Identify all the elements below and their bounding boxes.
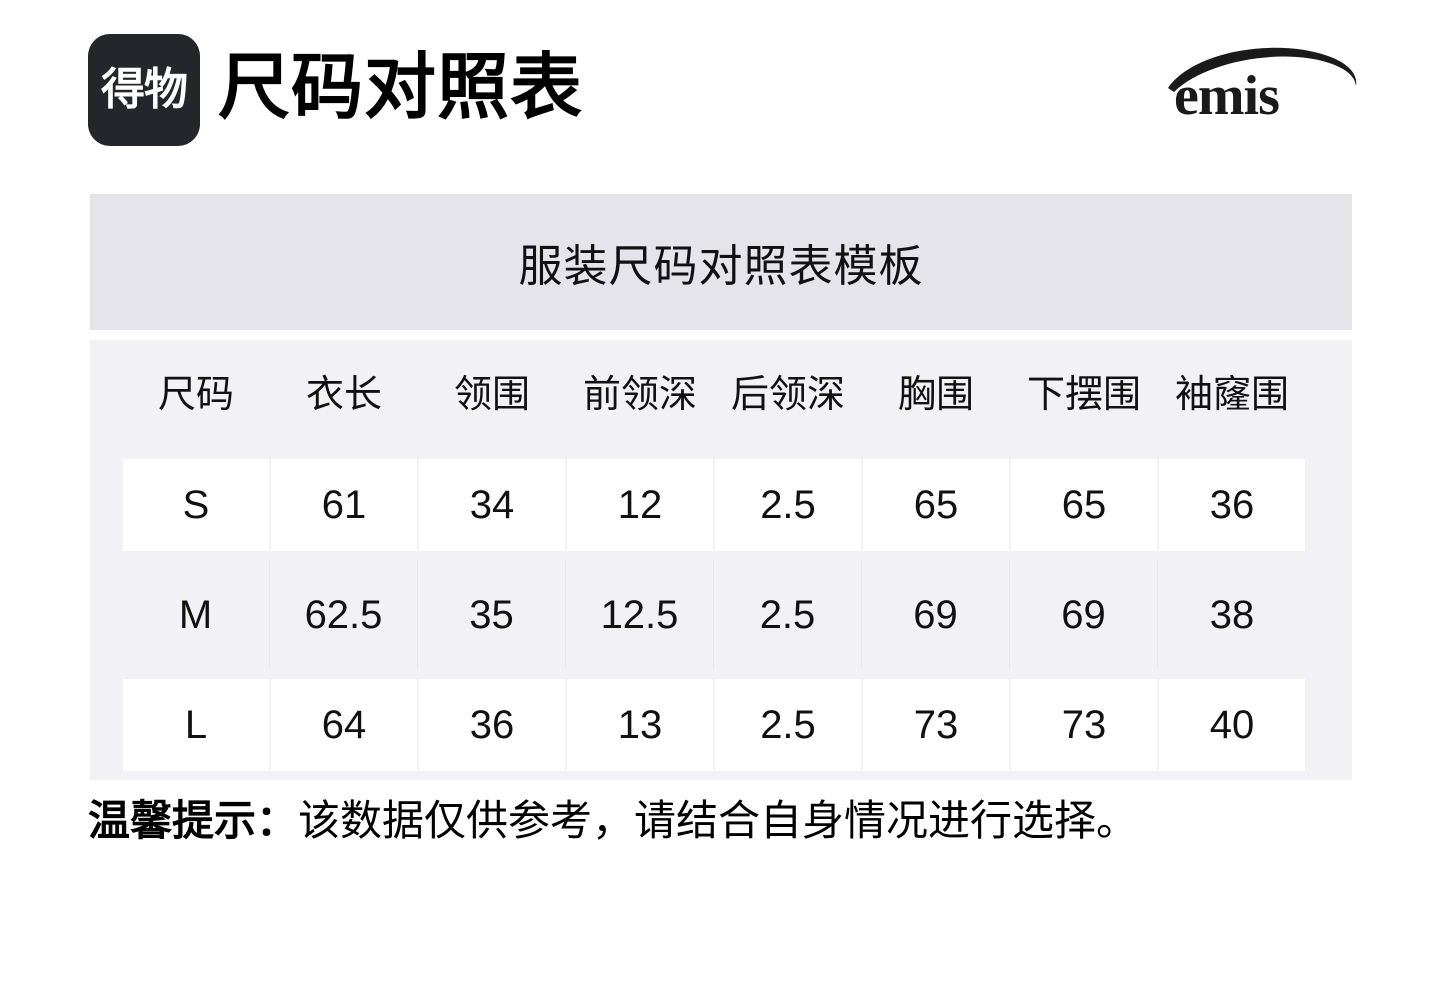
page-header: 得物 尺码对照表 emis (0, 0, 1440, 178)
column-header-back-depth: 后领深 (730, 374, 845, 416)
column-header-front-depth: 前领深 (582, 374, 697, 416)
cell-back-depth: 2.5 (715, 459, 861, 551)
cell-front-depth: 13 (567, 679, 713, 771)
cell-size: L (123, 679, 269, 771)
column-header-armhole: 袖窿围 (1174, 374, 1289, 416)
cell-length: 64 (271, 679, 417, 771)
emis-brand-logo-icon: emis (1160, 42, 1366, 124)
cell-length: 61 (271, 459, 417, 551)
column-header-hem: 下摆围 (1026, 374, 1141, 416)
cell-back-depth: 2.5 (715, 679, 861, 771)
disclaimer-body: 该数据仅供参考，请结合自身情况进行选择。 (298, 797, 1139, 844)
brand-block: 得物 尺码对照表 (88, 34, 583, 146)
disclaimer-note: 温馨提示：该数据仅供参考，请结合自身情况进行选择。 (88, 795, 1358, 848)
column-header-length: 衣长 (305, 374, 382, 416)
table-row: S 61 34 12 2.5 65 65 36 (90, 450, 1352, 560)
app-logo-label: 得物 (101, 64, 188, 115)
cell-collar: 34 (419, 459, 565, 551)
cell-length: 62.5 (270, 560, 418, 670)
page-title: 尺码对照表 (218, 48, 584, 128)
table-title: 服装尺码对照表模板 (518, 242, 924, 291)
dewu-app-logo-icon: 得物 (88, 34, 200, 146)
cell-armhole: 40 (1159, 679, 1305, 771)
column-header-size: 尺码 (157, 374, 234, 416)
size-comparison-table: 尺码 衣长 领围 前领深 后领深 胸围 下摆围 袖窿围 S 61 34 12 2… (90, 340, 1352, 780)
cell-armhole: 36 (1159, 459, 1305, 551)
cell-collar: 36 (419, 679, 565, 771)
cell-hem: 73 (1011, 679, 1157, 771)
cell-back-depth: 2.5 (714, 560, 862, 670)
table-left-pad (90, 340, 122, 450)
cell-front-depth: 12.5 (566, 560, 714, 670)
table-title-bar: 服装尺码对照表模板 (90, 194, 1352, 330)
table-header-row: 尺码 衣长 领围 前领深 后领深 胸围 下摆围 袖窿围 (90, 340, 1352, 450)
cell-chest: 69 (862, 560, 1010, 670)
cell-front-depth: 12 (567, 459, 713, 551)
column-header-chest: 胸围 (897, 374, 974, 416)
cell-size: M (122, 560, 270, 670)
cell-armhole: 38 (1158, 560, 1306, 670)
svg-text:emis: emis (1174, 65, 1279, 124)
cell-chest: 73 (863, 679, 1009, 771)
table-row: M 62.5 35 12.5 2.5 69 69 38 (90, 560, 1352, 670)
cell-collar: 35 (418, 560, 566, 670)
cell-hem: 69 (1010, 560, 1158, 670)
cell-size: S (123, 459, 269, 551)
cell-hem: 65 (1011, 459, 1157, 551)
column-header-collar: 领围 (453, 374, 530, 416)
disclaimer-label: 温馨提示： (88, 797, 299, 844)
table-row: L 64 36 13 2.5 73 73 40 (90, 670, 1352, 780)
cell-chest: 65 (863, 459, 1009, 551)
